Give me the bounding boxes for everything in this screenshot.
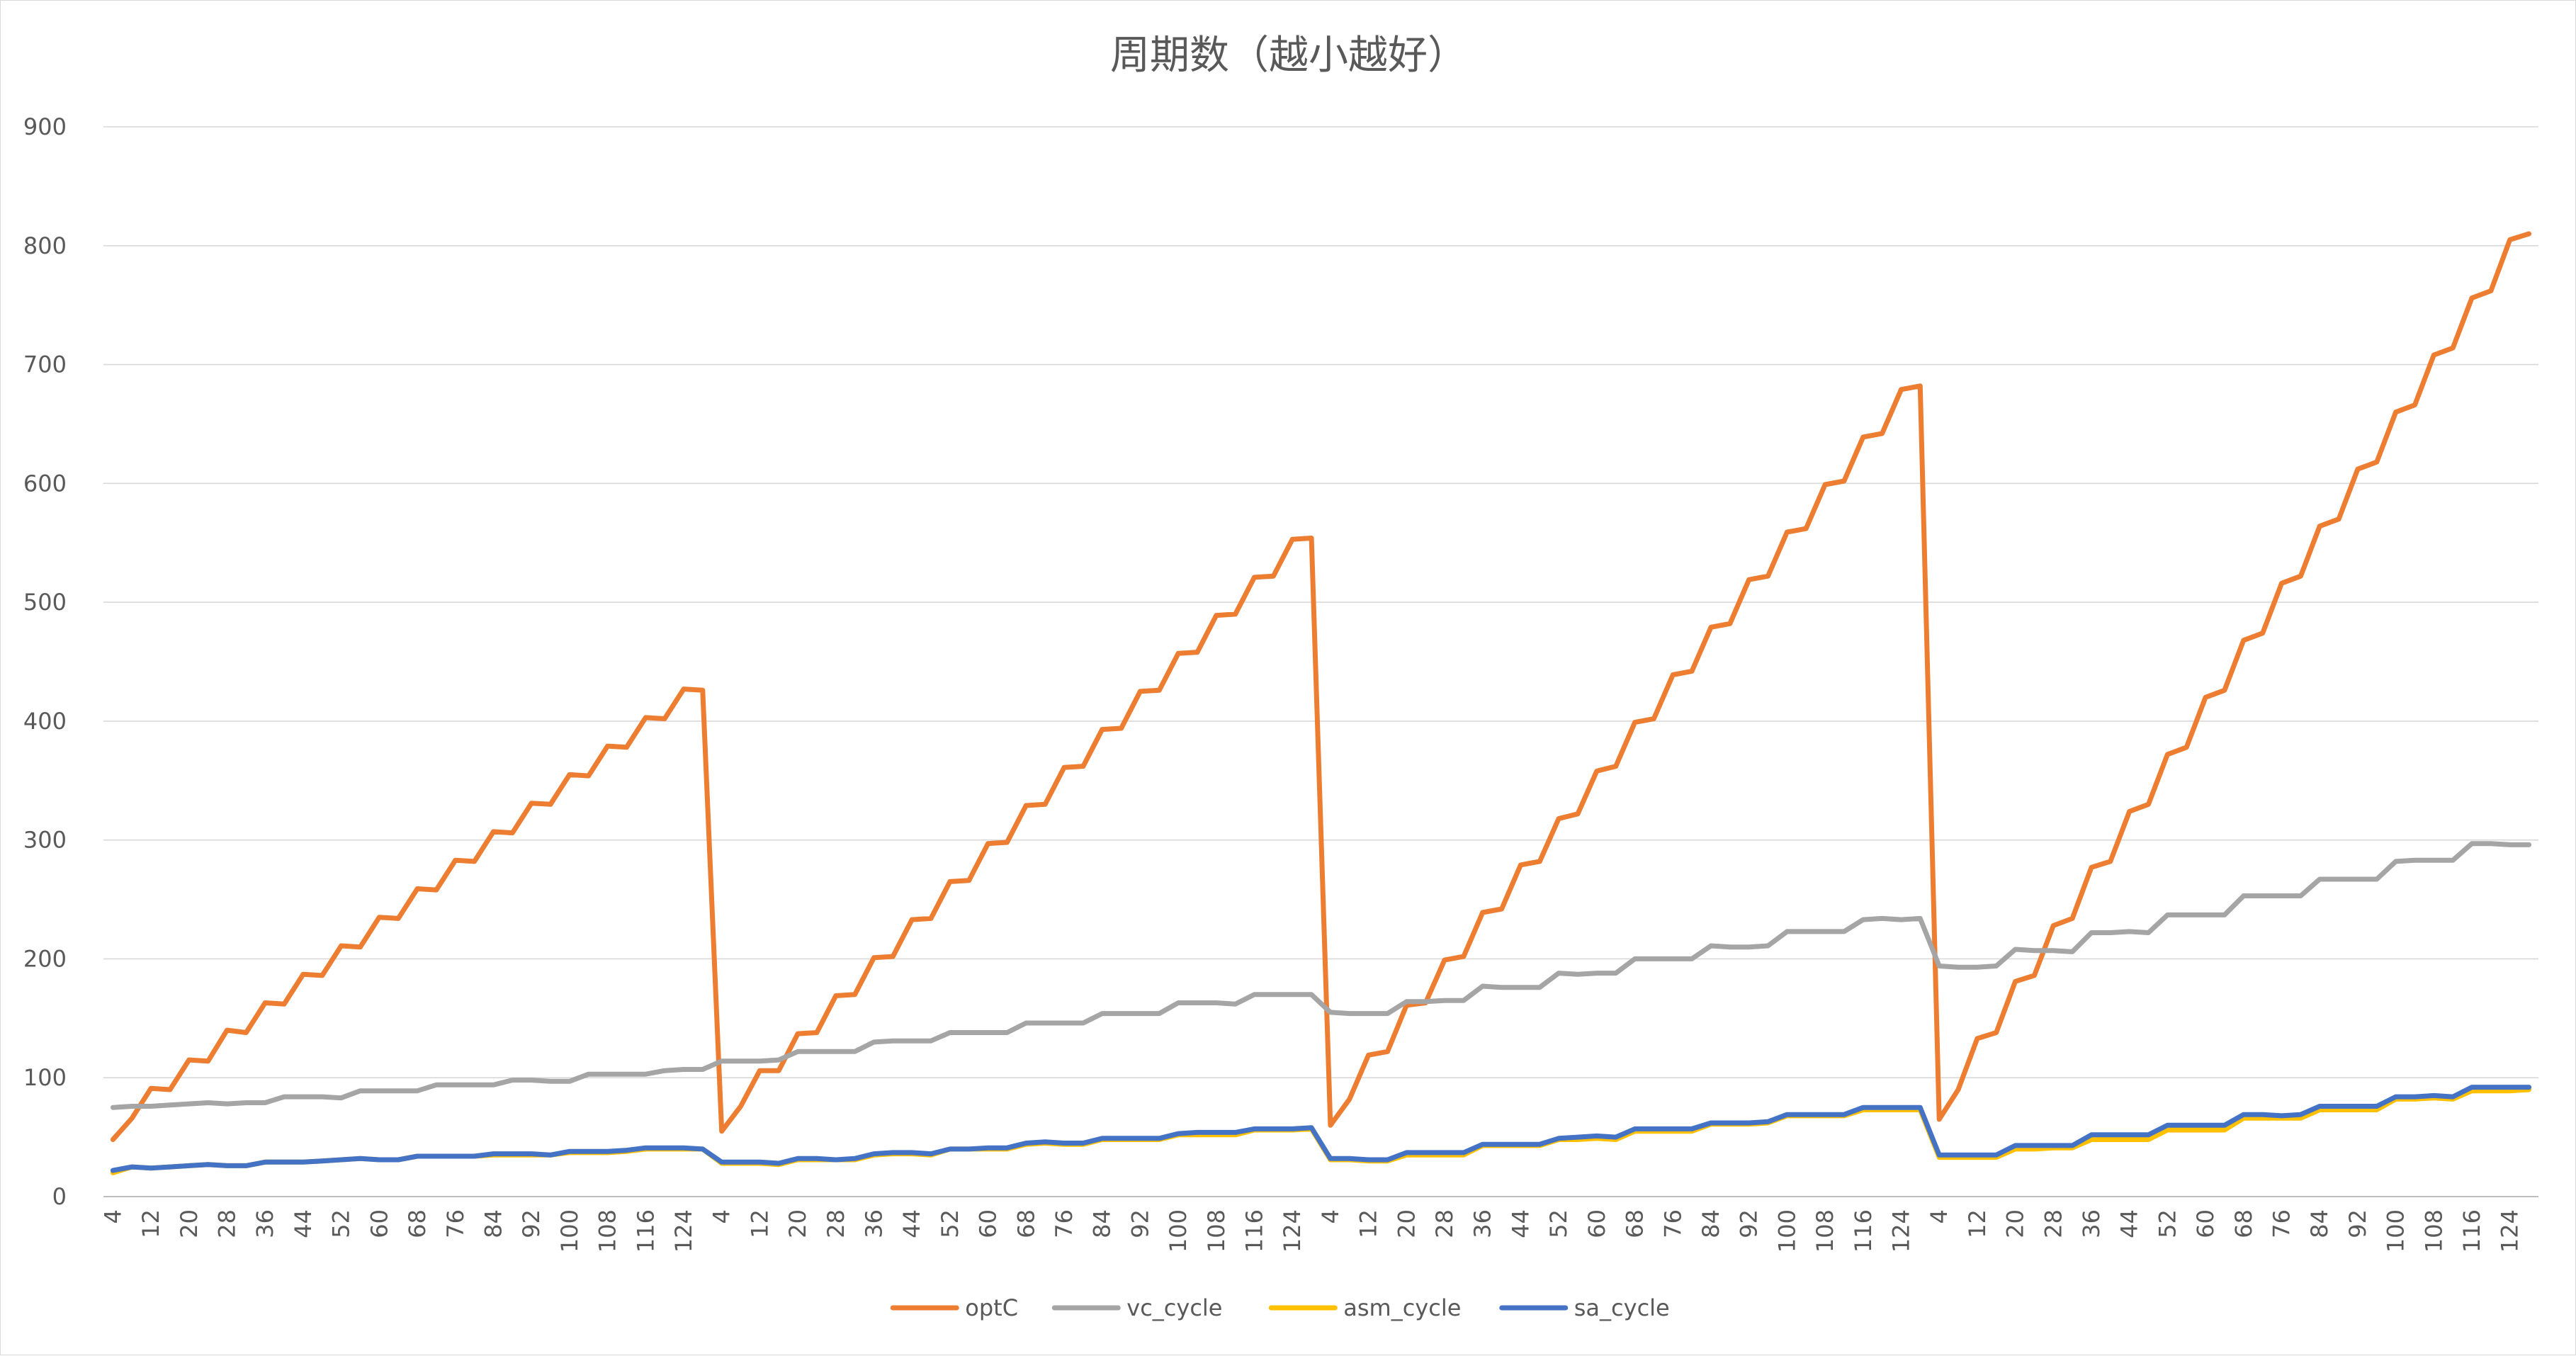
x-tick-label: 28 [214, 1209, 241, 1238]
x-tick-label: 12 [137, 1209, 164, 1238]
x-tick-label: 20 [2002, 1209, 2029, 1238]
legend-label: vc_cycle [1126, 1294, 1222, 1321]
x-tick-label: 92 [2344, 1209, 2371, 1238]
x-tick-label: 12 [1964, 1209, 1991, 1238]
legend-item-vc_cycle[interactable]: vc_cycle [1051, 1294, 1222, 1321]
gridlines [103, 126, 2538, 1197]
legend-label: asm_cycle [1343, 1294, 1461, 1321]
x-tick-label: 68 [2230, 1209, 2257, 1238]
x-tick-label: 20 [1393, 1209, 1420, 1238]
x-tick-label: 12 [746, 1209, 773, 1238]
x-tick-label: 108 [2420, 1209, 2447, 1253]
x-tick-label: 68 [1012, 1209, 1039, 1238]
x-tick-label: 84 [1089, 1209, 1116, 1238]
x-tick-label: 52 [937, 1209, 964, 1238]
x-tick-label: 28 [2040, 1209, 2067, 1238]
x-tick-label: 36 [2078, 1209, 2105, 1238]
x-tick-label: 52 [2154, 1209, 2181, 1238]
x-tick-label: 100 [1165, 1209, 1192, 1253]
x-tick-label: 44 [290, 1209, 317, 1238]
series-line-vc_cycle [110, 841, 2532, 1110]
x-tick-label: 44 [898, 1209, 925, 1238]
x-tick-label: 52 [328, 1209, 355, 1238]
x-tick-label: 76 [442, 1209, 469, 1238]
x-tick-label: 84 [2306, 1209, 2333, 1238]
x-tick-label: 68 [1622, 1209, 1649, 1238]
x-tick-label: 124 [670, 1209, 697, 1253]
x-tick-label: 36 [252, 1209, 278, 1238]
x-tick-label: 76 [2269, 1209, 2295, 1238]
x-tick-label: 44 [1507, 1209, 1534, 1238]
x-tick-label: 4 [99, 1209, 126, 1224]
y-tick-label: 200 [23, 945, 67, 972]
y-tick-label: 400 [23, 708, 67, 735]
x-tick-label: 116 [2458, 1209, 2485, 1253]
x-tick-label: 84 [1697, 1209, 1724, 1238]
y-tick-label: 300 [23, 827, 67, 854]
x-tick-label: 20 [784, 1209, 811, 1238]
x-tick-label: 12 [1355, 1209, 1382, 1238]
x-tick-label: 60 [1583, 1209, 1610, 1238]
y-tick-label: 100 [23, 1064, 67, 1091]
x-tick-label: 4 [1317, 1209, 1344, 1224]
x-tick-label: 44 [2116, 1209, 2143, 1238]
x-tick-label: 100 [556, 1209, 583, 1253]
y-tick-label: 600 [23, 470, 67, 497]
x-tick-label: 92 [1736, 1209, 1763, 1238]
x-tick-label: 124 [2497, 1209, 2524, 1253]
y-tick-label: 900 [23, 113, 67, 140]
x-tick-label: 4 [708, 1209, 735, 1224]
x-tick-label: 36 [1469, 1209, 1496, 1238]
y-tick-label: 500 [23, 589, 67, 616]
x-tick-label: 52 [1545, 1209, 1572, 1238]
x-tick-label: 116 [1241, 1209, 1268, 1253]
x-tick-label: 60 [366, 1209, 392, 1238]
legend[interactable]: optC vc_cycle asm_cycle sa_cycle [890, 1294, 1670, 1321]
x-tick-label: 92 [518, 1209, 545, 1238]
y-axis-ticks: 0 100 200 300 400 500 600 700 800 900 [23, 113, 67, 1210]
x-tick-label: 28 [823, 1209, 849, 1238]
x-tick-label: 124 [1887, 1209, 1914, 1253]
series-line-optC [110, 231, 2532, 1142]
x-tick-label: 84 [480, 1209, 507, 1238]
x-tick-label: 4 [1926, 1209, 1953, 1224]
x-tick-label: 100 [2383, 1209, 2410, 1253]
x-tick-label: 100 [1773, 1209, 1800, 1253]
y-tick-label: 0 [52, 1183, 67, 1210]
y-tick-label: 800 [23, 232, 67, 259]
series-line-asm_cycle [110, 1087, 2532, 1175]
legend-item-sa_cycle[interactable]: sa_cycle [1499, 1294, 1670, 1321]
x-tick-label: 20 [176, 1209, 203, 1238]
x-tick-label: 76 [1051, 1209, 1078, 1238]
legend-item-asm_cycle[interactable]: asm_cycle [1268, 1294, 1461, 1321]
legend-label: optC [965, 1294, 1018, 1321]
legend-label: sa_cycle [1574, 1294, 1670, 1321]
x-tick-label: 116 [632, 1209, 659, 1253]
x-axis-ticks: 4 12 20 28 36 44 52 60 68 76 84 92 100 108 116 124 4 12 20… [99, 1209, 2523, 1253]
x-tick-label: 108 [1812, 1209, 1838, 1253]
y-tick-label: 700 [23, 351, 67, 378]
chart-title: 周期数（越小越好） [1110, 33, 1467, 79]
legend-item-optC[interactable]: optC [890, 1294, 1018, 1321]
x-tick-label: 36 [860, 1209, 887, 1238]
x-tick-label: 124 [1279, 1209, 1306, 1253]
x-tick-label: 60 [975, 1209, 1002, 1238]
series-lines [110, 231, 2532, 1175]
series-line-sa_cycle [110, 1085, 2532, 1173]
x-tick-label: 108 [594, 1209, 621, 1253]
x-tick-label: 76 [1659, 1209, 1686, 1238]
x-tick-label: 108 [1203, 1209, 1230, 1253]
x-tick-label: 68 [404, 1209, 431, 1238]
x-tick-label: 28 [1431, 1209, 1458, 1238]
x-tick-label: 116 [1850, 1209, 1877, 1253]
x-tick-label: 60 [2192, 1209, 2219, 1238]
x-tick-label: 92 [1126, 1209, 1153, 1238]
